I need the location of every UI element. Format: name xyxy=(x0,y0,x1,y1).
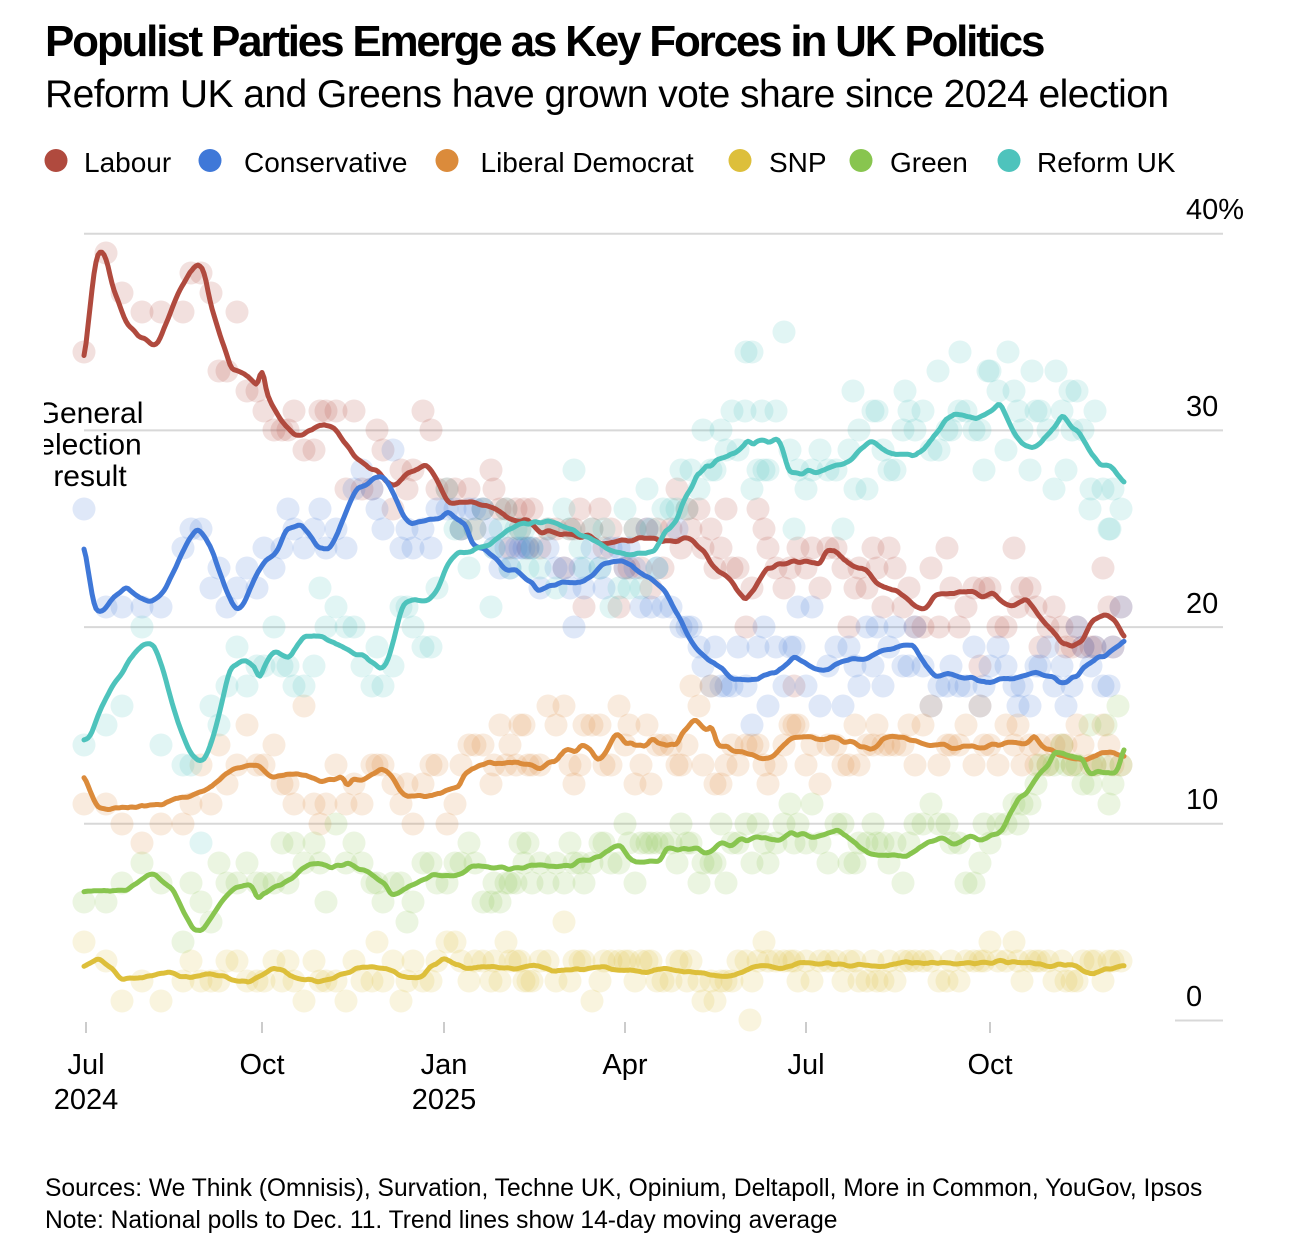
svg-text:Reform UK: Reform UK xyxy=(1037,147,1176,178)
svg-text:2025: 2025 xyxy=(412,1084,477,1116)
svg-text:Jul: Jul xyxy=(787,1049,824,1081)
svg-text:Jul: Jul xyxy=(67,1049,104,1081)
svg-text:0: 0 xyxy=(1186,981,1202,1013)
svg-text:Oct: Oct xyxy=(967,1049,1012,1081)
svg-text:30: 30 xyxy=(1186,391,1218,423)
svg-text:2024: 2024 xyxy=(54,1084,119,1116)
svg-text:Labour: Labour xyxy=(84,147,171,178)
svg-text:Conservative: Conservative xyxy=(244,147,407,178)
svg-text:Populist Parties Emerge as Key: Populist Parties Emerge as Key Forces in… xyxy=(45,17,1044,66)
svg-text:Jan: Jan xyxy=(421,1049,468,1081)
svg-text:Reform UK and Greens have grow: Reform UK and Greens have grown vote sha… xyxy=(45,73,1169,116)
svg-text:Green: Green xyxy=(890,147,968,178)
svg-text:Oct: Oct xyxy=(239,1049,284,1081)
svg-text:10: 10 xyxy=(1186,784,1218,816)
svg-text:result: result xyxy=(53,460,127,493)
svg-text:Apr: Apr xyxy=(602,1049,647,1081)
svg-text:20: 20 xyxy=(1186,588,1218,620)
svg-text:SNP: SNP xyxy=(769,147,827,178)
svg-text:Sources: We Think (Omnisis), S: Sources: We Think (Omnisis), Survation, … xyxy=(45,1175,1202,1202)
svg-text:Note: National polls to Dec. 1: Note: National polls to Dec. 11. Trend l… xyxy=(45,1207,837,1234)
svg-text:election: election xyxy=(38,429,141,462)
svg-text:40%: 40% xyxy=(1186,194,1244,226)
svg-text:Liberal Democrat: Liberal Democrat xyxy=(481,147,694,178)
svg-text:General: General xyxy=(37,397,144,430)
